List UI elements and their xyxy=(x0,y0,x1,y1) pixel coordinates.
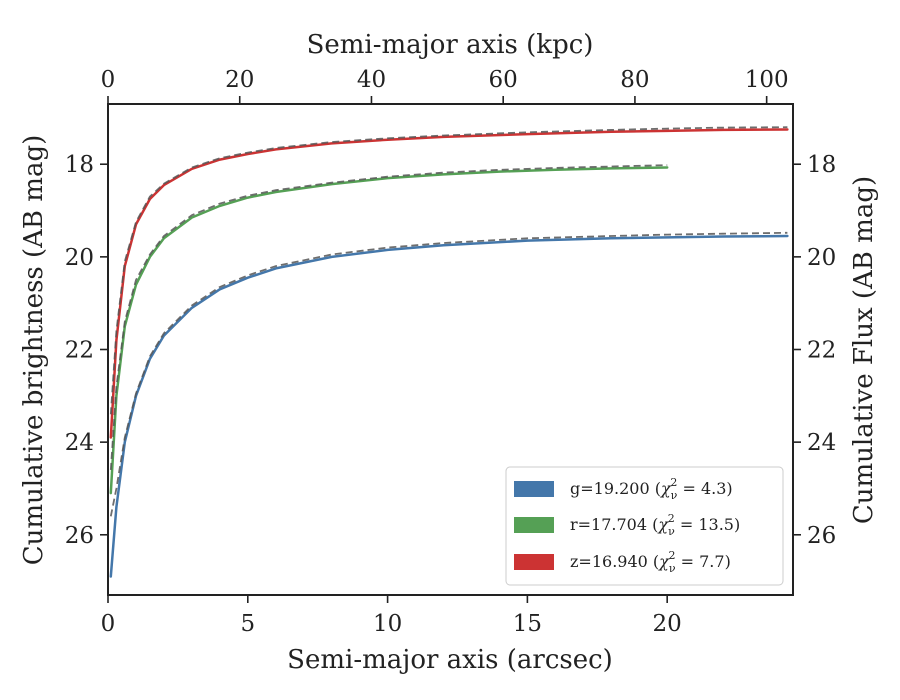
series-line-r xyxy=(109,166,669,495)
y-tick-label: 22 xyxy=(65,338,94,364)
top-x-tick-label: 20 xyxy=(225,67,254,93)
right-y-tick-label: 22 xyxy=(807,338,836,364)
top-x-tick-label: 60 xyxy=(489,67,518,93)
legend-chi-sub-r: ν xyxy=(668,525,675,538)
y-axis-title: Cumulative brightness (AB mag) xyxy=(19,135,49,566)
legend-prefix-z: z=16.940 ( xyxy=(570,552,659,571)
legend-chi-sub-g: ν xyxy=(671,489,678,502)
top-x-tick-label: 0 xyxy=(101,67,116,93)
x-tick-label: 15 xyxy=(513,611,542,637)
x-tick-label: 10 xyxy=(373,611,402,637)
top-x-tick-label: 40 xyxy=(357,67,386,93)
x-axis-title: Semi-major axis (arcsec) xyxy=(287,645,613,675)
right-y-tick-label: 24 xyxy=(807,430,836,456)
legend-entry-z: z=16.940 (χν2 = 7.7) xyxy=(514,549,731,575)
fit-line-z xyxy=(109,126,788,415)
legend-chi-sup-r: 2 xyxy=(668,512,675,525)
legend-entry-g: g=19.200 (χν2 = 4.3) xyxy=(514,476,733,502)
legend-swatch-r xyxy=(514,517,554,533)
fit-line-r xyxy=(109,164,668,470)
legend-chi-symbol-r: χ xyxy=(657,515,669,534)
y-tick-label: 26 xyxy=(65,523,94,549)
legend: g=19.200 (χν2 = 4.3) r=17.704 (χν2 = 13.… xyxy=(505,466,784,586)
legend-value-z: = 7.7) xyxy=(676,552,731,571)
x-tick-label: 20 xyxy=(653,611,682,637)
legend-swatch-g xyxy=(514,481,554,497)
legend-label-z: z=16.940 (χν2 = 7.7) xyxy=(570,549,731,575)
top-x-axis-title: Semi-major axis (kpc) xyxy=(307,30,594,60)
series-line-z xyxy=(109,128,789,439)
legend-chi-symbol-g: χ xyxy=(660,479,672,498)
legend-chi-symbol-z: χ xyxy=(658,552,670,571)
legend-label-r: r=17.704 (χν2 = 13.5) xyxy=(570,512,740,538)
top-x-tick-label: 100 xyxy=(745,67,789,93)
y-tick-label: 24 xyxy=(65,430,94,456)
y-tick-label: 20 xyxy=(65,245,94,271)
legend-chi-sub-z: ν xyxy=(669,562,676,575)
legend-chi-sup-g: 2 xyxy=(670,476,677,489)
fit-line-g xyxy=(109,231,788,517)
legend-chi-sup-z: 2 xyxy=(669,549,676,562)
legend-value-g: = 4.3) xyxy=(677,479,732,498)
right-y-tick-label: 20 xyxy=(807,245,836,271)
legend-swatch-z xyxy=(514,554,554,570)
legend-value-r: = 13.5) xyxy=(675,515,740,534)
y-tick-label: 18 xyxy=(65,152,94,178)
right-y-tick-label: 18 xyxy=(807,152,836,178)
legend-label-g: g=19.200 (χν2 = 4.3) xyxy=(570,476,733,502)
right-y-tick-label: 26 xyxy=(807,523,836,549)
legend-prefix-g: g=19.200 ( xyxy=(570,479,661,498)
x-tick-label: 5 xyxy=(240,611,255,637)
legend-frame xyxy=(505,466,784,586)
legend-prefix-r: r=17.704 ( xyxy=(570,515,658,534)
plot-layer xyxy=(109,126,789,578)
right-y-axis-title: Cumulative Flux (AB mag) xyxy=(849,176,879,524)
top-x-tick-label: 80 xyxy=(620,67,649,93)
legend-entry-r: r=17.704 (χν2 = 13.5) xyxy=(514,512,740,538)
x-tick-label: 0 xyxy=(101,611,116,637)
